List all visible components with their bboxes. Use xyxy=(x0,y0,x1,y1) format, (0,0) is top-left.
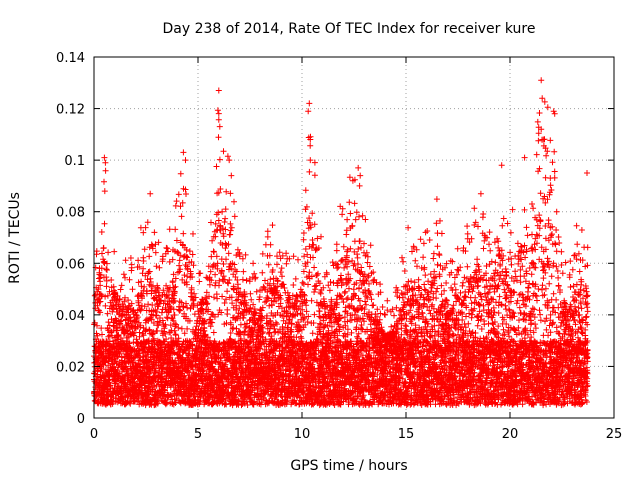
x-tick-label: 25 xyxy=(606,427,623,442)
x-tick-label: 20 xyxy=(502,427,519,442)
chart-title: Day 238 of 2014, Rate Of TEC Index for r… xyxy=(163,21,536,37)
y-tick-label: 0.02 xyxy=(56,360,85,375)
y-tick-label: 0 xyxy=(77,412,85,427)
y-tick-label: 0.08 xyxy=(56,206,85,221)
x-axis-title: GPS time / hours xyxy=(290,458,407,474)
y-axis-title: ROTI / TECUs xyxy=(7,192,23,284)
y-tick-label: 0.04 xyxy=(56,309,85,324)
x-tick-label: 10 xyxy=(294,427,311,442)
y-tick-label: 0.1 xyxy=(64,154,85,169)
ticks-layer: 0 5 10 15 20 25 0 0.02 0.04 0.06 0.08 0.1 0.12 0.14 xyxy=(56,51,622,442)
x-tick-label: 5 xyxy=(194,427,202,442)
scatter-points xyxy=(101,77,591,408)
y-tick-label: 0.14 xyxy=(56,51,85,66)
y-tick-label: 0.06 xyxy=(56,257,85,272)
x-tick-label: 0 xyxy=(90,427,98,442)
x-tick-label: 15 xyxy=(398,427,415,442)
y-tick-label: 0.12 xyxy=(56,103,85,118)
plot-frame xyxy=(93,56,615,419)
data-points-layer xyxy=(91,77,591,409)
